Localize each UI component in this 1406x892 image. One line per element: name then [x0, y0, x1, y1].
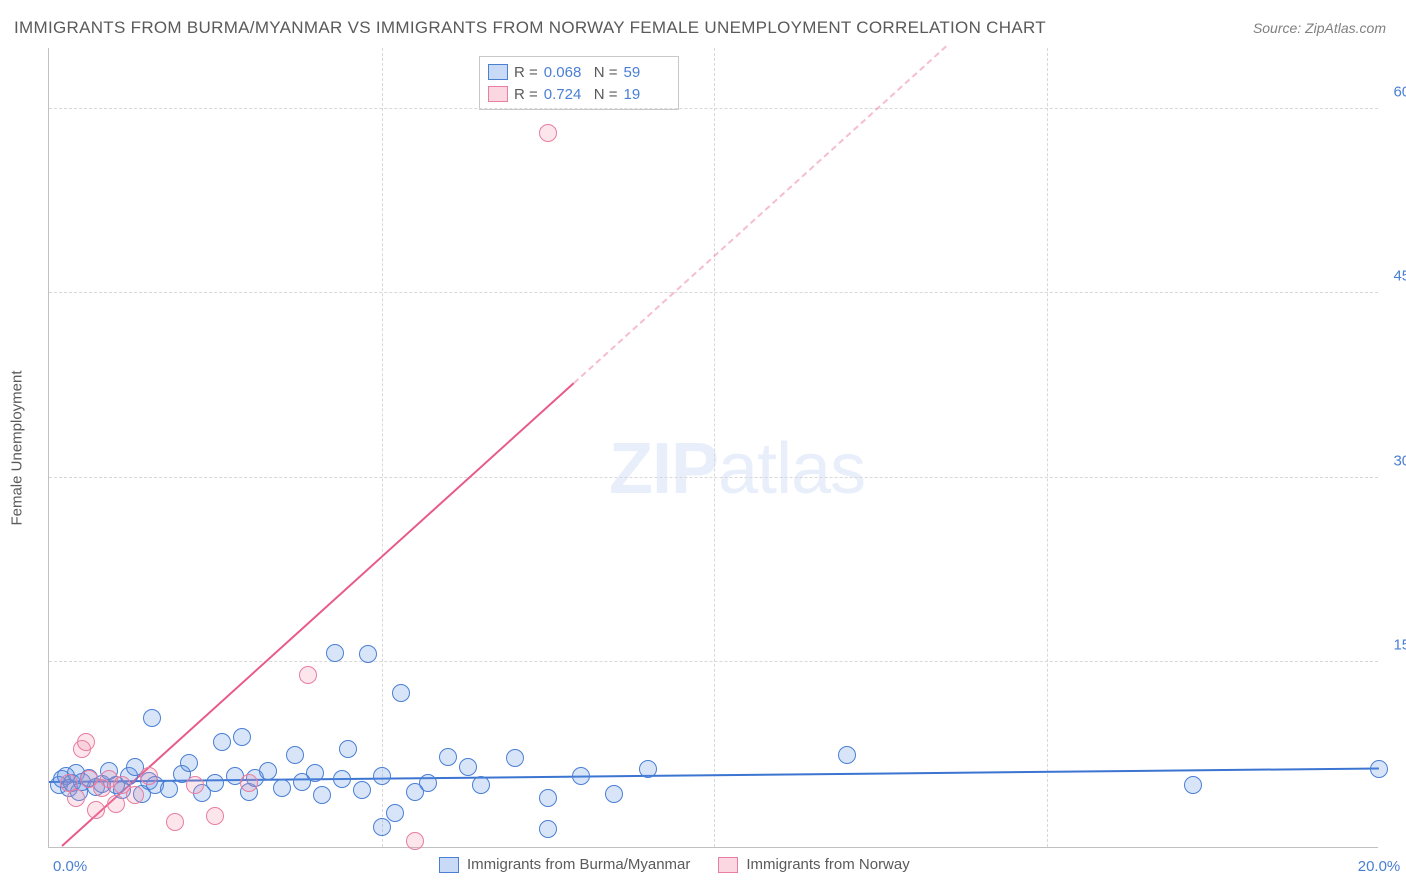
- data-point: [386, 804, 404, 822]
- legend-label: Immigrants from Burma/Myanmar: [467, 856, 690, 873]
- data-point: [313, 786, 331, 804]
- source-label: Source: ZipAtlas.com: [1253, 20, 1386, 36]
- data-point: [353, 781, 371, 799]
- legend-r-label: R =: [514, 86, 538, 103]
- data-point: [87, 801, 105, 819]
- legend-r-value: 0.724: [544, 86, 588, 103]
- data-point: [326, 644, 344, 662]
- data-point: [273, 779, 291, 797]
- y-tick-label: 45.0%: [1384, 268, 1406, 285]
- data-point: [333, 770, 351, 788]
- legend-row: R = 0.724 N = 19: [488, 83, 668, 105]
- data-point: [140, 767, 158, 785]
- data-point: [392, 684, 410, 702]
- data-point: [572, 767, 590, 785]
- legend-row: R = 0.068 N = 59: [488, 61, 668, 83]
- data-point: [539, 789, 557, 807]
- legend-n-value: 59: [624, 64, 668, 81]
- data-point: [259, 762, 277, 780]
- legend-n-value: 19: [624, 86, 668, 103]
- data-point: [639, 760, 657, 778]
- data-point: [605, 785, 623, 803]
- legend-swatch: [488, 86, 508, 102]
- data-point: [373, 767, 391, 785]
- data-point: [126, 786, 144, 804]
- data-point: [160, 780, 178, 798]
- y-axis-label: Female Unemployment: [9, 370, 26, 525]
- data-point: [373, 818, 391, 836]
- data-point: [107, 795, 125, 813]
- legend-item: Immigrants from Norway: [718, 856, 909, 873]
- x-tick-label: 0.0%: [53, 858, 87, 875]
- y-tick-label: 60.0%: [1384, 83, 1406, 100]
- legend-item: Immigrants from Burma/Myanmar: [439, 856, 690, 873]
- data-point: [539, 124, 557, 142]
- data-point: [286, 746, 304, 764]
- data-point: [306, 764, 324, 782]
- data-point: [359, 645, 377, 663]
- data-point: [459, 758, 477, 776]
- x-tick-label: 20.0%: [1358, 858, 1401, 875]
- data-point: [472, 776, 490, 794]
- series-legend: Immigrants from Burma/Myanmar Immigrants …: [439, 856, 910, 873]
- legend-swatch: [718, 857, 738, 873]
- legend-n-label: N =: [594, 86, 618, 103]
- data-point: [180, 754, 198, 772]
- legend-r-label: R =: [514, 64, 538, 81]
- data-point: [419, 774, 437, 792]
- data-point: [186, 776, 204, 794]
- data-point: [1184, 776, 1202, 794]
- watermark: ZIPatlas: [609, 428, 865, 510]
- watermark-light: atlas: [718, 429, 865, 509]
- data-point: [143, 709, 161, 727]
- chart-title: IMMIGRANTS FROM BURMA/MYANMAR VS IMMIGRA…: [14, 18, 1046, 38]
- data-point: [339, 740, 357, 758]
- data-point: [206, 807, 224, 825]
- data-point: [240, 774, 258, 792]
- data-point: [77, 733, 95, 751]
- watermark-bold: ZIP: [609, 429, 718, 509]
- legend-label: Immigrants from Norway: [746, 856, 909, 873]
- data-point: [206, 774, 224, 792]
- gridline-v: [1047, 48, 1048, 847]
- gridline-v: [382, 48, 383, 847]
- data-point: [213, 733, 231, 751]
- data-point: [67, 789, 85, 807]
- data-point: [1370, 760, 1388, 778]
- data-point: [406, 832, 424, 850]
- data-point: [439, 748, 457, 766]
- data-point: [506, 749, 524, 767]
- scatter-plot: Female Unemployment R =0.068N =59R =0.72…: [48, 48, 1378, 848]
- data-point: [299, 666, 317, 684]
- data-point: [233, 728, 251, 746]
- gridline-v: [714, 48, 715, 847]
- correlation-legend: R = 0.068 N = 59 R = 0.724 N = 19: [479, 56, 679, 110]
- y-tick-label: 15.0%: [1384, 637, 1406, 654]
- legend-swatch: [488, 64, 508, 80]
- legend-r-value: 0.068: [544, 64, 588, 81]
- data-point: [838, 746, 856, 764]
- legend-swatch: [439, 857, 459, 873]
- legend-n-label: N =: [594, 64, 618, 81]
- data-point: [539, 820, 557, 838]
- data-point: [166, 813, 184, 831]
- y-tick-label: 30.0%: [1384, 452, 1406, 469]
